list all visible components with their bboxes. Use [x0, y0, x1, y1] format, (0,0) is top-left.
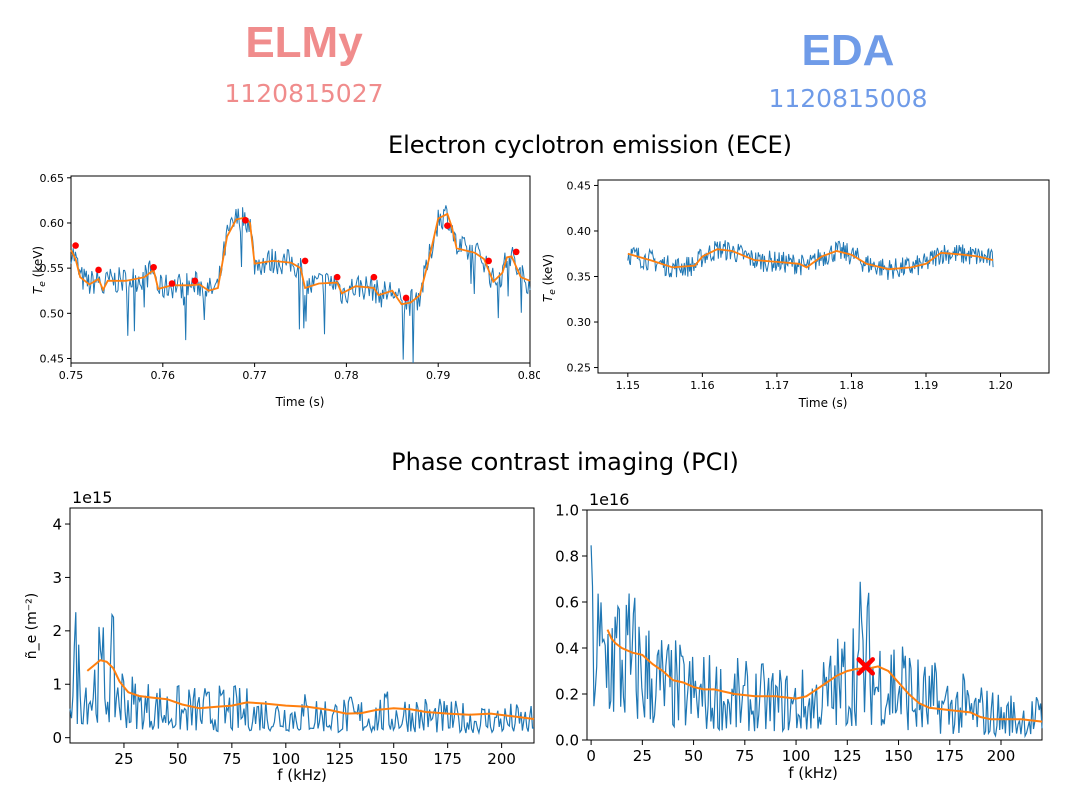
axes-frame: [586, 509, 1043, 741]
elm-marker: [168, 280, 176, 287]
elm-marker: [333, 273, 341, 281]
y-tick-label: 0.45: [567, 179, 592, 192]
axes-frame: [597, 179, 1050, 374]
x-tick-label: 0.78: [334, 369, 359, 382]
x-axis-label: f (kHz): [277, 766, 327, 784]
elm-marker: [191, 277, 199, 285]
elm-marker: [95, 266, 102, 274]
y-tick-label: 0.25: [567, 361, 592, 374]
raw-series: [590, 545, 1043, 739]
x-tick-label: 75: [222, 750, 241, 768]
elm-marker: [402, 294, 410, 302]
y-tick-label: 0.8: [555, 547, 579, 565]
y-tick-label: 0.6: [555, 593, 579, 611]
x-tick-label: 25: [114, 750, 133, 768]
x-tick-label: 200: [987, 747, 1016, 765]
y-tick-label: 0.30: [567, 316, 592, 329]
x-tick-label: 125: [325, 750, 354, 768]
y-tick-label: 0.40: [567, 225, 592, 238]
x-tick-label: 0.76: [151, 369, 176, 382]
eda-title: EDA: [801, 26, 895, 75]
x-tick-label: 1.18: [839, 379, 864, 392]
y-tick-label: 4: [52, 515, 62, 533]
y-tick-label: 0.65: [40, 172, 65, 185]
axes-frame: [69, 507, 535, 744]
ece-elmy-chart: 0.75 0.76 0.77 0.78 0.79 0.80 0.45 0.50 0.55 0.6…: [31, 172, 540, 409]
y-tick-label: 0.4: [555, 639, 579, 657]
x-tick-label: 0.77: [242, 369, 267, 382]
y-axis-label: Te (keV): [31, 246, 48, 294]
elm-marker: [512, 248, 520, 256]
y-tick-label: 0.60: [40, 217, 65, 230]
elm-marker: [72, 242, 79, 249]
x-tick-label: 1.17: [765, 379, 790, 392]
x-axis-label: Time (s): [275, 395, 325, 409]
axes-frame: [70, 175, 531, 364]
y-tick-label: 1.0: [555, 501, 579, 519]
y-tick-label: 0.2: [555, 685, 579, 703]
ece-eda-chart: 1.15 1.16 1.17 1.18 1.19 1.20 0.25 0.30 0.35 0.4…: [541, 179, 1050, 410]
pci-eda-chart: 1e16 0 25 50 75 100 125 150 175 200 0.0 0.2 0.4 0.6…: [555, 490, 1043, 782]
eda-shot-number: 1120815008: [768, 84, 928, 113]
elm-marker: [150, 263, 157, 271]
x-tick-label: 1.15: [616, 379, 641, 392]
pci-elmy-chart: 1e15 25 50 75 100 125 150 175 200 0 1 2 3 4 f (kHz)…: [24, 488, 535, 784]
elmy-title: ELMy: [245, 18, 363, 67]
elm-marker: [242, 216, 249, 224]
offset-label: 1e16: [589, 490, 629, 509]
x-tick-label: 25: [633, 747, 652, 765]
elmy-shot-number: 1120815027: [224, 79, 384, 108]
elm-marker: [485, 257, 492, 265]
x-tick-label: 50: [684, 747, 703, 765]
y-tick-label: 0.0: [555, 731, 579, 749]
raw-series: [627, 240, 994, 280]
x-tick-label: 100: [782, 747, 811, 765]
y-tick-label: 0.55: [40, 262, 65, 275]
x-axis-label: Time (s): [798, 396, 848, 410]
y-tick-label: 2: [52, 622, 62, 640]
y-tick-label: 0: [52, 729, 62, 747]
x-tick-label: 0.79: [426, 369, 451, 382]
pci-section-title: Phase contrast imaging (PCI): [391, 448, 739, 476]
y-tick-label: 1: [52, 676, 62, 694]
peak-marker: [856, 657, 875, 676]
x-tick-label: 0: [586, 747, 596, 765]
x-tick-label: 1.19: [914, 379, 939, 392]
x-tick-label: 125: [833, 747, 862, 765]
smoothed-series: [606, 629, 1043, 723]
y-axis-label: Te (keV): [541, 254, 558, 302]
x-tick-label: 1.16: [690, 379, 715, 392]
y-axis-label: ñ_e (m⁻²): [24, 593, 40, 660]
smoothed-series: [627, 248, 994, 271]
y-tick-label: 0.50: [40, 307, 65, 320]
y-tick-label: 0.35: [567, 270, 592, 283]
x-tick-label: 100: [271, 750, 300, 768]
smoothed-series: [70, 212, 531, 306]
x-tick-label: 175: [433, 750, 462, 768]
x-tick-label: 0.80: [518, 369, 540, 382]
x-tick-label: 200: [487, 750, 516, 768]
elm-marker: [370, 273, 378, 281]
smoothed-series: [86, 659, 535, 720]
x-tick-label: 75: [735, 747, 754, 765]
x-axis-label: f (kHz): [788, 764, 838, 782]
x-tick-label: 1.20: [988, 379, 1013, 392]
x-tick-label: 175: [935, 747, 964, 765]
elm-marker: [444, 222, 451, 229]
elm-marker: [301, 257, 309, 265]
y-tick-label: 0.45: [40, 352, 65, 365]
raw-series: [69, 612, 534, 736]
x-tick-label: 0.75: [59, 369, 84, 382]
x-tick-label: 50: [168, 750, 187, 768]
offset-label: 1e15: [72, 488, 112, 507]
raw-series: [70, 205, 531, 364]
y-tick-label: 3: [52, 569, 62, 587]
ece-section-title: Electron cyclotron emission (ECE): [387, 131, 793, 159]
x-tick-label: 150: [884, 747, 913, 765]
x-tick-label: 150: [379, 750, 408, 768]
